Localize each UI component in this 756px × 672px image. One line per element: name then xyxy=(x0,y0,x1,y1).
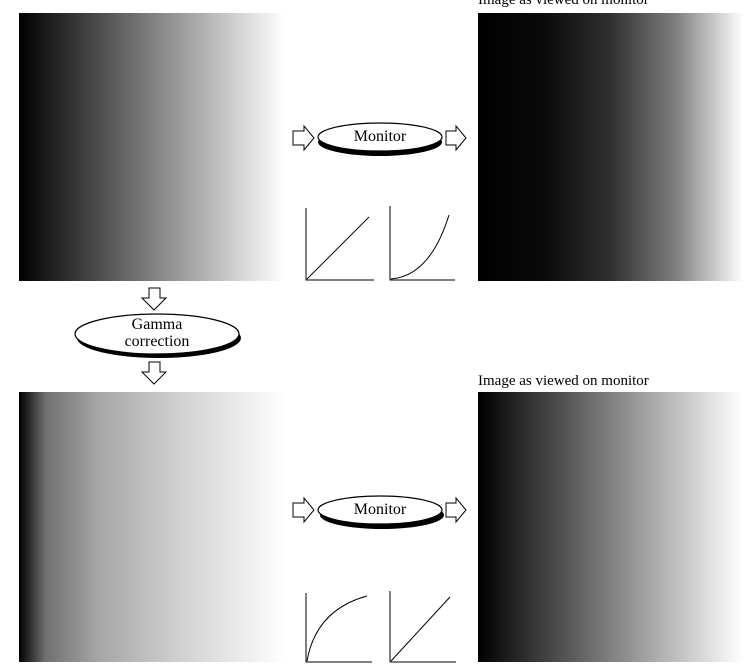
arrow-right-icon xyxy=(292,124,315,152)
linear-result-graph xyxy=(389,591,456,663)
monitor-view-uncorrected-gradient xyxy=(478,13,743,281)
monitor-view-corrected-gradient xyxy=(478,392,743,662)
monitor-label-bottom: Monitor xyxy=(353,501,407,518)
linear-response-graph xyxy=(305,208,374,281)
arrow-right-icon xyxy=(445,496,467,524)
monitor-label-top: Monitor xyxy=(353,128,407,145)
caption-top: Image as viewed on monitor xyxy=(478,0,649,8)
gamma-label-line2: correction xyxy=(124,333,190,350)
correction-curve-graph xyxy=(305,593,372,663)
arrow-right-icon xyxy=(292,496,315,524)
monitor-ellipse-top xyxy=(317,122,443,156)
arrow-right-icon xyxy=(445,124,467,152)
arrow-down-icon xyxy=(140,361,168,385)
monitor-gamma-curve-graph xyxy=(389,206,455,281)
original-image-gradient xyxy=(19,13,285,281)
arrow-down-icon xyxy=(140,287,168,311)
caption-bottom: Image as viewed on monitor xyxy=(478,373,649,389)
gamma-label-line1: Gamma xyxy=(131,316,183,333)
monitor-ellipse-bottom xyxy=(317,495,444,529)
gamma-correction-ellipse xyxy=(74,313,241,358)
gamma-corrected-image-gradient xyxy=(19,392,285,662)
